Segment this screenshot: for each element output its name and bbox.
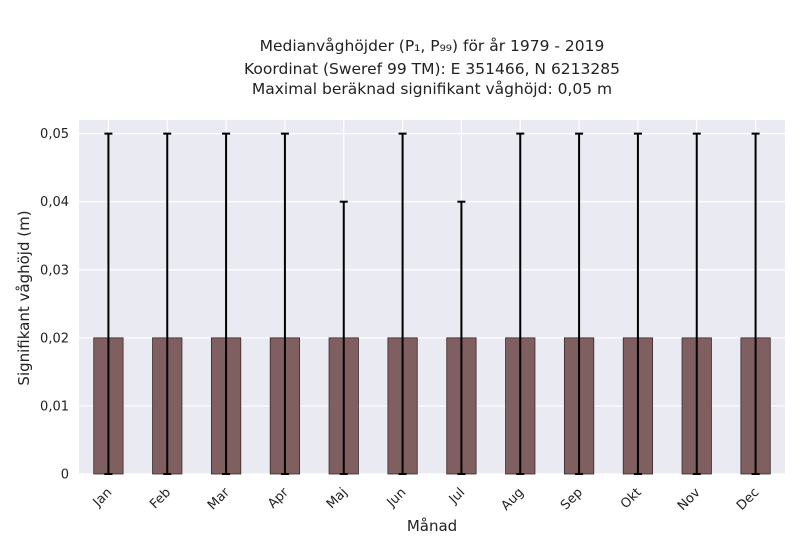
error-bars xyxy=(104,132,760,475)
x-tick-label: Mar xyxy=(205,485,233,513)
y-tick-label: 0,04 xyxy=(40,195,69,210)
y-tick-label: 0,03 xyxy=(40,263,69,278)
plot-area xyxy=(79,120,785,474)
y-tick-label: 0,02 xyxy=(40,331,69,346)
x-tick-label: Sep xyxy=(558,485,586,513)
y-axis-label: Signifikant våghöjd (m) xyxy=(15,210,33,385)
x-tick-label: Jun xyxy=(384,485,410,511)
x-tick-label: Maj xyxy=(324,485,351,512)
title-line-2: Koordinat (Sweref 99 TM): E 351466, N 62… xyxy=(244,60,620,78)
y-tick-label: 0,01 xyxy=(40,399,69,414)
x-tick-label: Aug xyxy=(499,485,528,514)
x-axis-label: Månad xyxy=(407,517,457,535)
title-line-1: Medianvåghöjder (P₁, P₉₉) för år 1979 - … xyxy=(260,37,605,55)
x-tick-label: Apr xyxy=(265,485,292,512)
y-tick-label: 0 xyxy=(61,468,69,483)
x-axis-ticks: Jan Feb Mar Apr Maj Jun Jul Aug Sep Okt Nov Dec xyxy=(90,485,763,514)
y-tick-label: 0,05 xyxy=(40,127,69,142)
title-line-3: Maximal beräknad signifikant våghöjd: 0,… xyxy=(252,80,612,98)
chart-title: Medianvåghöjder (P₁, P₉₉) för år 1979 - … xyxy=(244,37,620,98)
x-tick-label: Okt xyxy=(618,485,645,512)
x-tick-label: Dec xyxy=(734,485,762,513)
x-tick-label: Feb xyxy=(147,485,174,512)
x-tick-label: Jul xyxy=(446,485,468,507)
x-tick-label: Jan xyxy=(90,485,115,510)
x-tick-label: Nov xyxy=(675,485,704,514)
y-axis-ticks: 0 0,01 0,02 0,03 0,04 0,05 xyxy=(40,127,69,482)
